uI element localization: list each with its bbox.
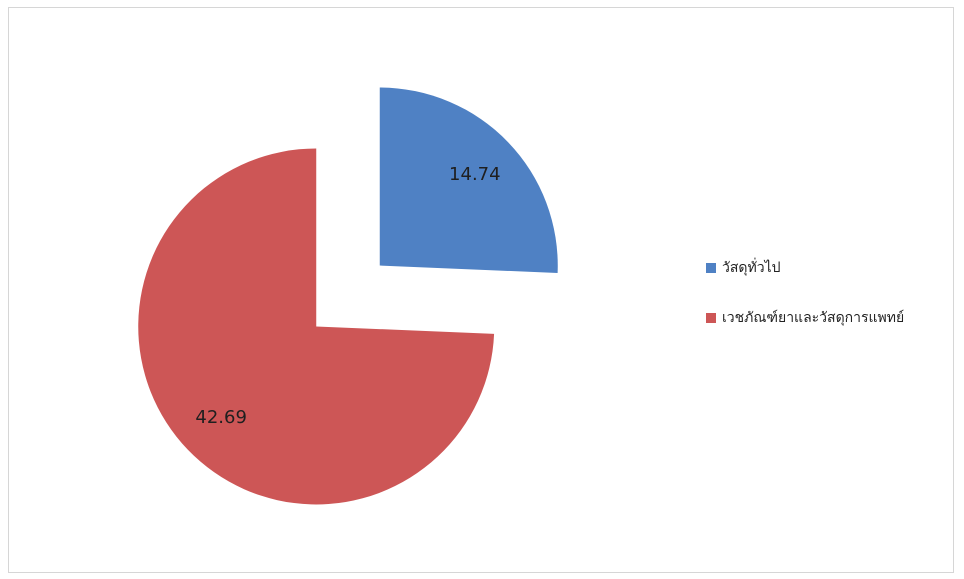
legend-item-medical-supplies: เวชภัณฑ์ยาและวัสดุการแพทย์ (706, 308, 904, 328)
legend-swatch-blue (706, 263, 716, 273)
pie-slice-medical-supplies (138, 148, 495, 505)
legend-swatch-red (706, 313, 716, 323)
data-label-general-supplies: 14.74 (449, 164, 501, 185)
pie-slice-general-supplies (379, 87, 558, 273)
data-label-medical-supplies: 42.69 (195, 407, 247, 428)
legend-item-general-supplies: วัสดุทั่วไป (706, 258, 904, 278)
legend-label: วัสดุทั่วไป (722, 260, 781, 276)
legend-label: เวชภัณฑ์ยาและวัสดุการแพทย์ (722, 310, 905, 326)
chart-legend: วัสดุทั่วไป เวชภัณฑ์ยาและวัสดุการแพทย์ (706, 258, 904, 358)
